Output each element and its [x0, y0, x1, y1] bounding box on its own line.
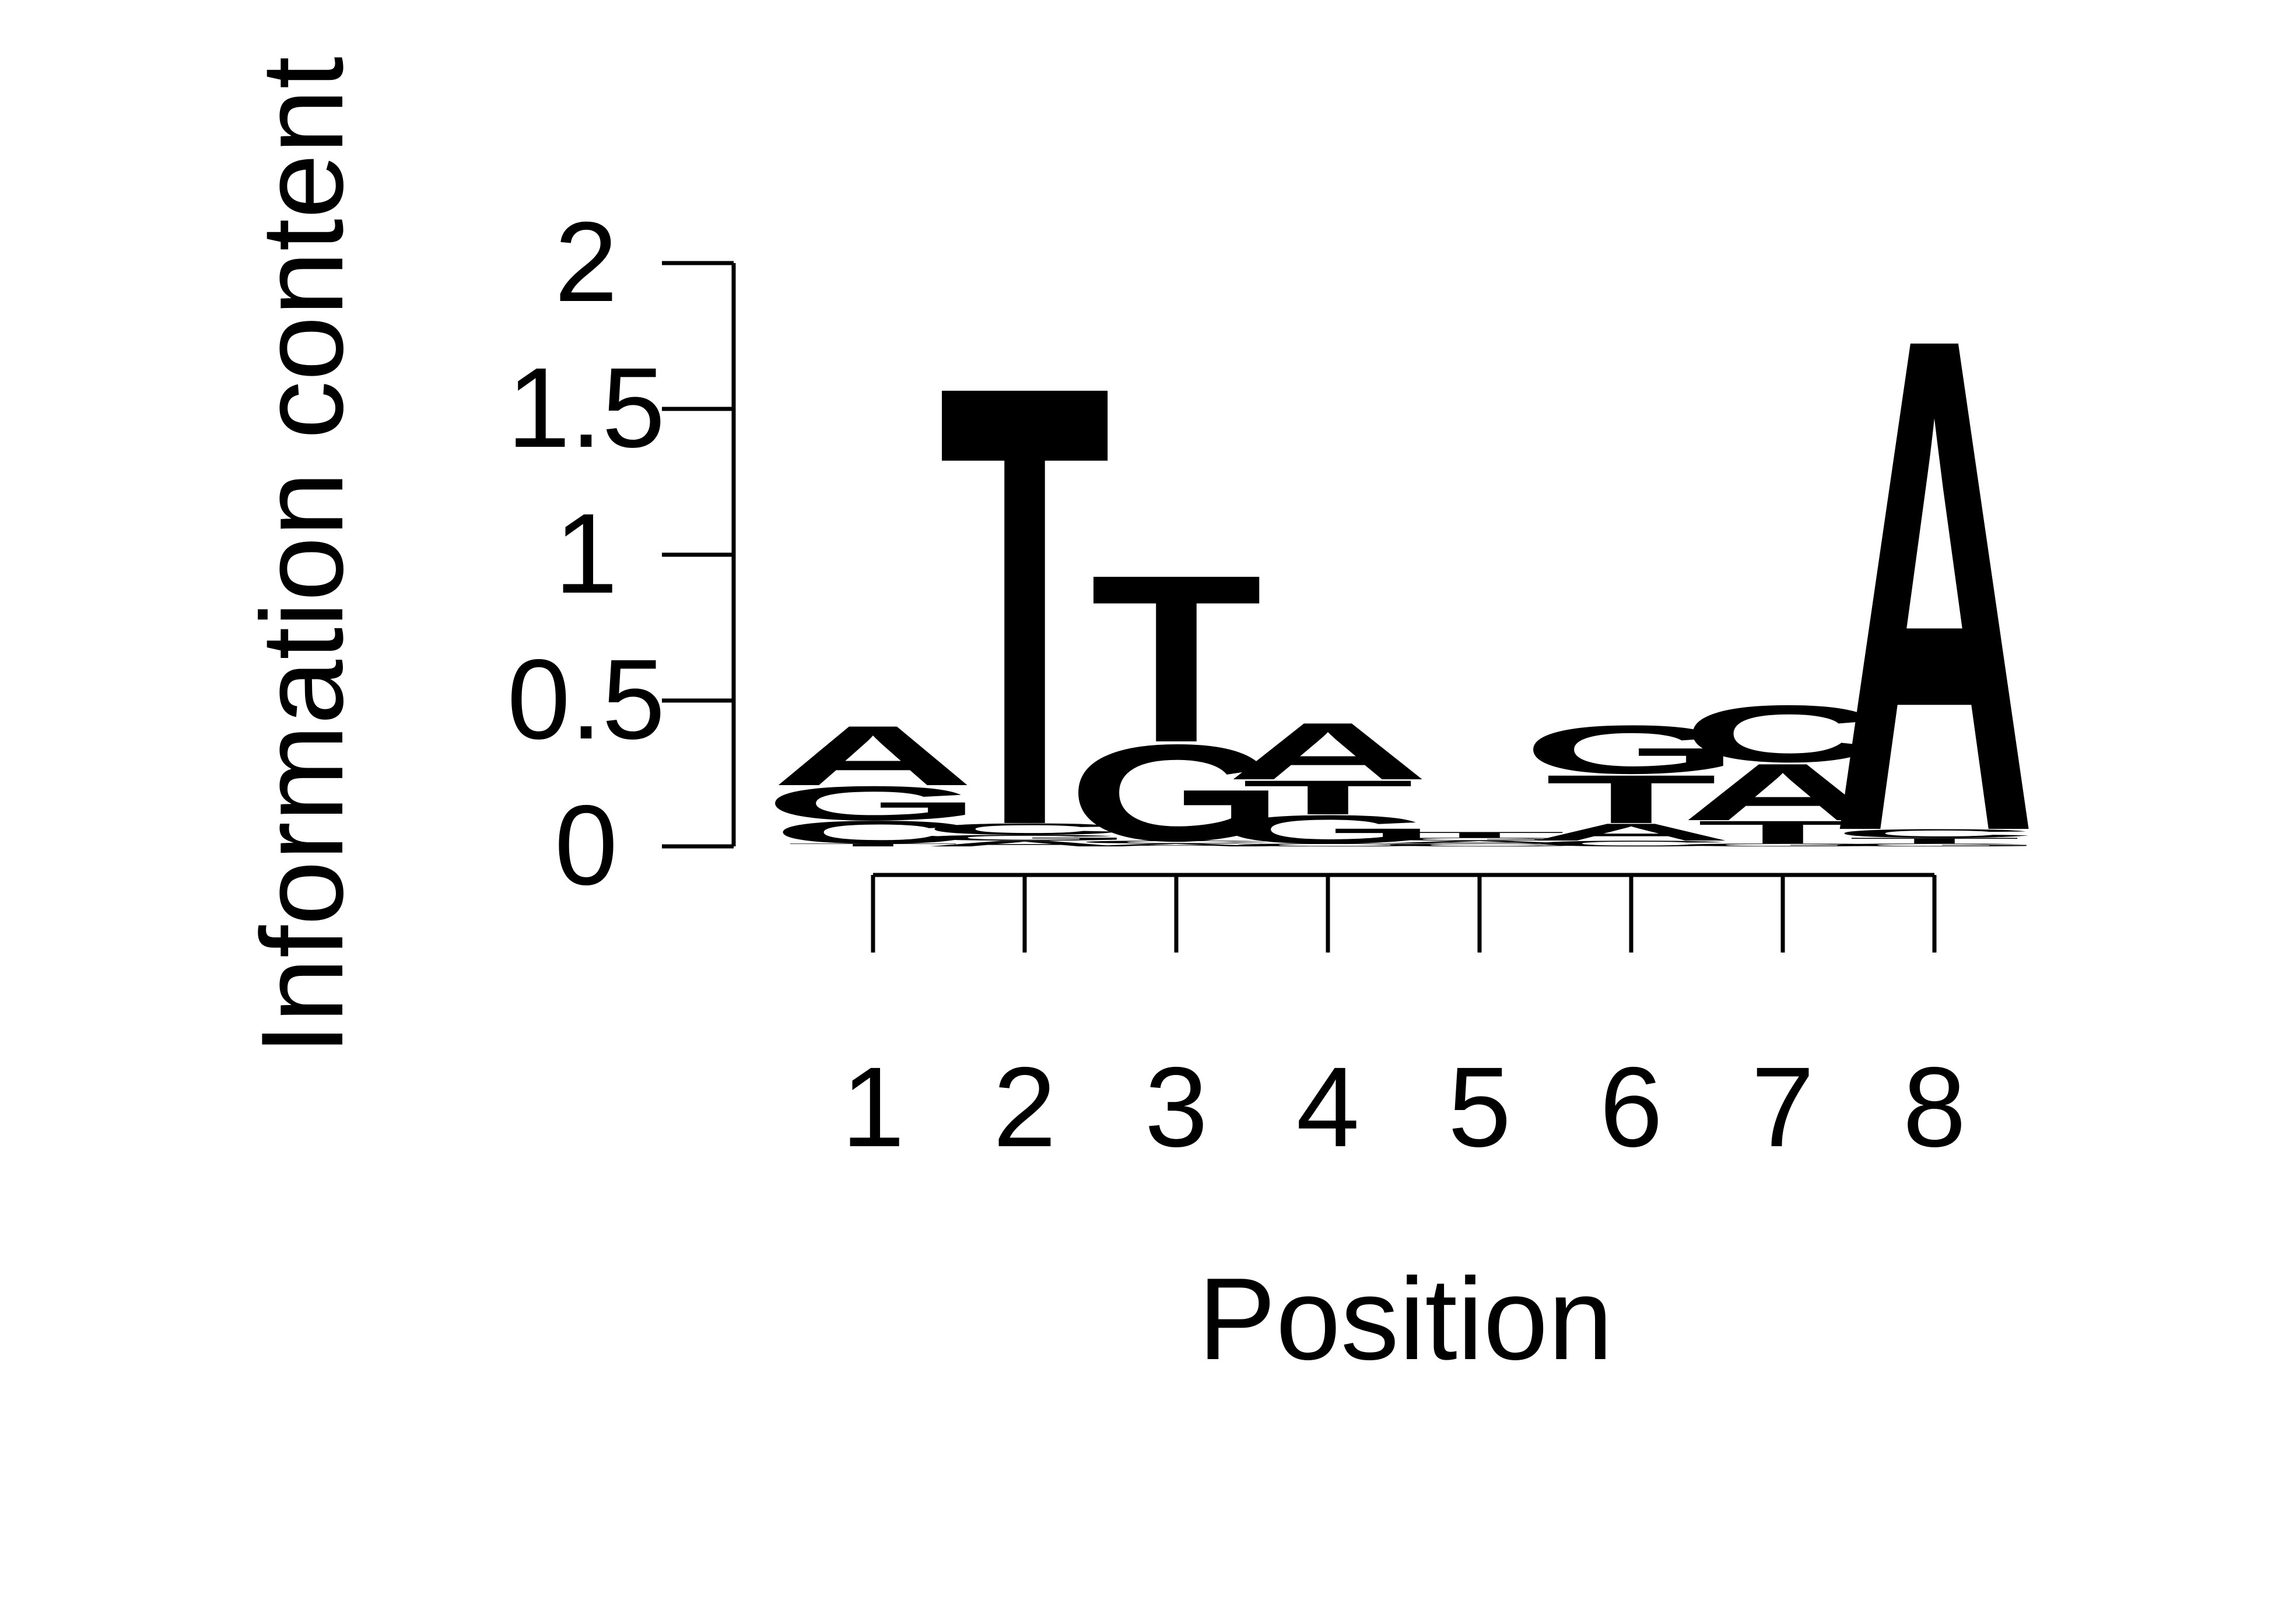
logo-letter-glyph: T	[1545, 761, 1717, 838]
logo-letter-G: G	[1522, 711, 1740, 788]
logo-letter-A: A	[1681, 747, 1885, 838]
logo-letter-glyph: A	[1530, 818, 1733, 846]
x-tick-label: 4	[1296, 1044, 1359, 1171]
logo-letter-glyph: G	[1825, 843, 2043, 848]
logo-letter-A: A	[1378, 840, 1582, 845]
logo-letter-A: A	[1833, 191, 2036, 979]
logo-letter-A: A	[923, 839, 1127, 848]
logo-letter-T: T	[1091, 525, 1263, 792]
logo-letter-glyph: C	[1833, 827, 2036, 840]
x-tick-label: 3	[1145, 1044, 1208, 1171]
logo-letter-G: G	[763, 776, 982, 831]
logo-letter-glyph: A	[1226, 706, 1430, 797]
y-tick-label: 1.5	[507, 344, 665, 471]
logo-letter-glyph: G	[915, 833, 1134, 842]
logo-letter-glyph: T	[939, 254, 1111, 956]
logo-letter-glyph: G	[1067, 716, 1285, 870]
logo-letter-glyph: T	[1849, 836, 2021, 845]
logo-letter-A: A	[1530, 818, 1733, 846]
y-tick-label: 2	[555, 198, 618, 325]
logo-letter-glyph: C	[1226, 843, 1430, 848]
logo-letter-T: T	[1697, 814, 1869, 850]
logo-letter-C: C	[1530, 839, 1733, 848]
logo-letter-T: T	[1849, 836, 2021, 845]
logo-letter-glyph: A	[1075, 843, 1278, 848]
logo-letter-C: C	[1226, 843, 1430, 848]
y-tick-label: 1	[555, 490, 618, 617]
y-axis: 0 0.5 1 1.5 2	[507, 198, 736, 909]
x-tick-label: 7	[1751, 1044, 1814, 1171]
y-axis-title: Information content	[237, 57, 367, 1055]
logo-letter-A: A	[1075, 843, 1278, 848]
logo-letter-glyph: A	[1833, 191, 2036, 979]
logo-letter-G: G	[1825, 843, 2043, 848]
logo-letter-glyph: A	[1681, 747, 1885, 838]
logo-letter-glyph: T	[787, 843, 959, 848]
x-tick-label: 1	[842, 1044, 905, 1171]
x-tick-label: 2	[993, 1044, 1056, 1171]
logo-letter-glyph: G	[1673, 843, 1892, 848]
logo-letter-glyph: G	[763, 776, 982, 831]
logo-letter-G: G	[1218, 807, 1437, 852]
logo-letter-glyph: A	[1378, 840, 1582, 845]
logo-letter-C: C	[1681, 689, 1885, 779]
logo-letter-T: T	[1394, 830, 1566, 839]
x-tick-label: 5	[1448, 1044, 1511, 1171]
logo-letter-glyph: T	[1394, 830, 1566, 839]
logo-letter-G: G	[1673, 843, 1892, 848]
logo-letter-glyph: C	[1075, 840, 1278, 845]
logo-letter-glyph: T	[1091, 525, 1263, 792]
y-tick-label: 0.5	[507, 636, 665, 763]
logo-letter-glyph: C	[1378, 843, 1582, 848]
logo-letter-C: C	[1378, 843, 1582, 848]
logo-letter-C: C	[772, 814, 975, 850]
logo-letter-glyph: T	[1697, 814, 1869, 850]
logo-letter-A: A	[772, 708, 975, 803]
x-tick-label: 8	[1903, 1044, 1966, 1171]
logo-letter-glyph: G	[1522, 711, 1740, 788]
y-tick-label: 0	[555, 782, 618, 909]
logo-letter-G: G	[915, 833, 1134, 842]
logo-letter-glyph: C	[772, 814, 975, 850]
logo-letter-glyph: T	[1242, 771, 1414, 825]
logo-letter-glyph: C	[1681, 689, 1885, 779]
logo-letter-glyph: C	[1530, 839, 1733, 848]
x-axis-title: Position	[1198, 1254, 1613, 1384]
logo-letter-T: T	[1242, 771, 1414, 825]
x-tick-label: 6	[1600, 1044, 1663, 1171]
logo-letter-T: T	[1545, 761, 1717, 838]
logo-letter-G: G	[1067, 716, 1285, 870]
logo-letter-T: T	[787, 843, 959, 848]
logo-letter-C: C	[1833, 827, 2036, 840]
logo-letter-G: G	[1370, 837, 1589, 842]
logo-letter-T: T	[939, 254, 1111, 956]
logo-letter-glyph: G	[1218, 807, 1437, 852]
logo-letter-glyph: C	[923, 820, 1127, 838]
logo-letter-glyph: G	[1370, 837, 1589, 842]
logo-letter-glyph: A	[772, 708, 975, 803]
logo-letter-glyph: A	[923, 839, 1127, 848]
logo-letter-C: C	[1075, 840, 1278, 845]
logo-letter-A: A	[1226, 706, 1430, 797]
logo-letter-C: C	[923, 820, 1127, 838]
